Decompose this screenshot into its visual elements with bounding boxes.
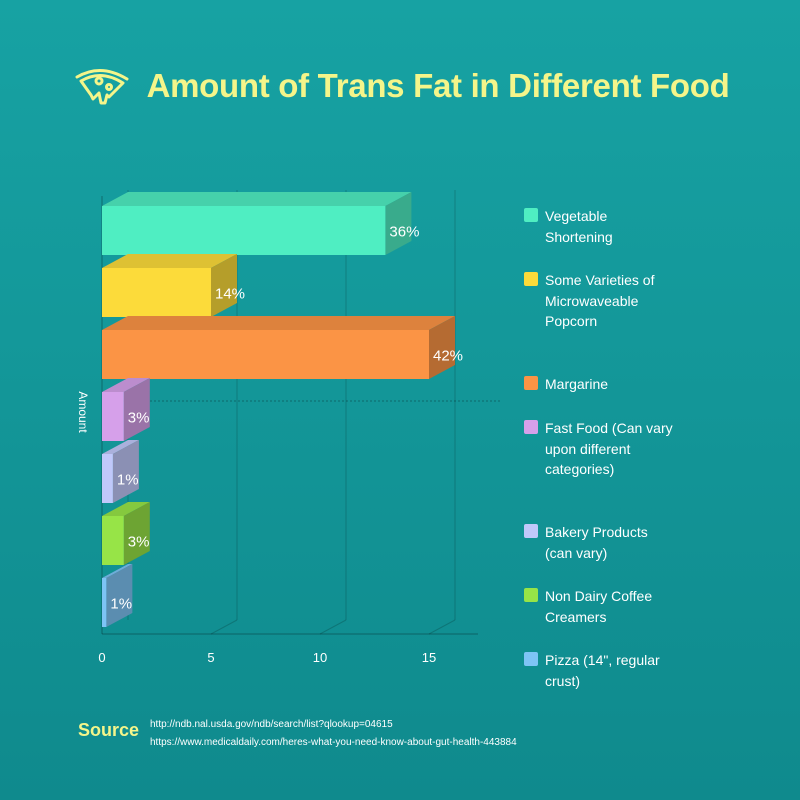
bar-top-face — [102, 316, 455, 330]
legend-label: Margarine — [545, 376, 609, 392]
legend-item: Pizza (14", regular crust) — [524, 650, 674, 691]
bar-data-label: 1% — [110, 596, 132, 613]
pizza-slice-icon — [75, 69, 129, 105]
bar-data-label: 3% — [128, 534, 150, 551]
bar — [102, 516, 124, 565]
legend-swatch — [524, 208, 538, 222]
legend-label: Pizza (14", regular crust) — [545, 652, 660, 689]
legend-label: Fast Food (Can vary upon different categ… — [545, 420, 673, 477]
legend-item: Fast Food (Can vary upon different categ… — [524, 418, 674, 480]
bar-top-face — [102, 378, 150, 392]
x-tick-label: 5 — [207, 650, 214, 665]
legend-label: Bakery Products (can vary) — [545, 524, 648, 561]
source-link-usda[interactable]: http://ndb.nal.usda.gov/ndb/search/list?… — [150, 719, 393, 730]
bar — [102, 392, 124, 441]
title-bar: Amount of Trans Fat in Different Food — [0, 56, 800, 116]
x-tick-label: 10 — [313, 650, 327, 665]
bar-data-label: 1% — [117, 472, 139, 489]
x-tick-label: 15 — [422, 650, 436, 665]
legend-label: Non Dairy Coffee Creamers — [545, 588, 653, 625]
bar-top-face — [102, 502, 150, 516]
legend-item: Non Dairy Coffee Creamers — [524, 586, 674, 627]
legend-label: Vegetable Shortening — [545, 208, 613, 245]
legend-swatch — [524, 420, 538, 434]
legend-swatch — [524, 652, 538, 666]
bar-top-face — [102, 440, 139, 454]
bar-side-face — [385, 192, 412, 255]
legend-swatch — [524, 524, 538, 538]
source-link-medicaldaily[interactable]: https://www.medicaldaily.com/heres-what-… — [150, 737, 517, 748]
legend-swatch — [524, 376, 538, 390]
bar-data-label: 42% — [433, 348, 463, 365]
bar-side-face — [123, 378, 150, 441]
grid-line — [319, 619, 347, 635]
legend-item: Margarine — [524, 374, 674, 395]
bar-side-face — [211, 254, 237, 317]
bar — [102, 578, 107, 627]
bar-top-face — [102, 564, 133, 578]
y-axis-label: Amount — [76, 391, 90, 433]
x-tick-label: 0 — [98, 650, 105, 665]
legend-swatch — [524, 588, 538, 602]
grid-line — [428, 619, 456, 635]
legend-label: Some Varieties of Microwaveable Popcorn — [545, 272, 655, 329]
grid-line — [210, 619, 238, 635]
bar-side-face — [123, 502, 150, 565]
bar — [102, 330, 429, 379]
bar-side-face — [429, 316, 455, 379]
bar-data-label: 36% — [389, 224, 419, 241]
legend-item: Vegetable Shortening — [524, 206, 674, 247]
legend-swatch — [524, 272, 538, 286]
bar-data-label: 3% — [128, 410, 150, 427]
legend-item: Some Varieties of Microwaveable Popcorn — [524, 270, 674, 332]
bar — [102, 268, 211, 317]
bar-data-label: 14% — [215, 286, 245, 303]
bar — [102, 454, 113, 503]
chart-title: Amount of Trans Fat in Different Food — [146, 67, 730, 104]
legend-item: Bakery Products (can vary) — [524, 522, 674, 563]
bar-top-face — [102, 192, 412, 206]
bar — [102, 206, 386, 255]
bar-side-face — [106, 564, 133, 627]
bar-top-face — [102, 254, 237, 268]
bar-side-face — [112, 440, 139, 503]
source-label: Source — [78, 720, 140, 740]
